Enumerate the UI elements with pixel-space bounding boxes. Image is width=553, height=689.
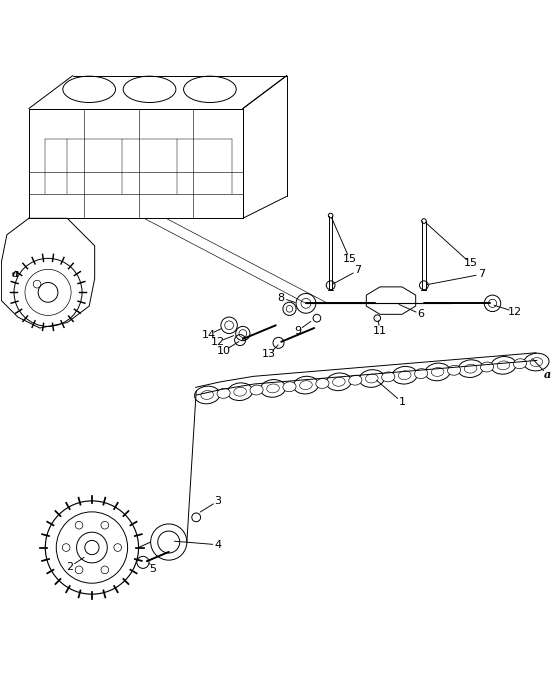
Ellipse shape xyxy=(326,373,352,391)
Text: 3: 3 xyxy=(215,496,222,506)
Text: a: a xyxy=(12,267,19,278)
Ellipse shape xyxy=(366,374,378,383)
Ellipse shape xyxy=(465,364,477,373)
Text: 1: 1 xyxy=(399,397,405,407)
Ellipse shape xyxy=(513,359,526,369)
Text: 15: 15 xyxy=(343,254,357,265)
Text: 5: 5 xyxy=(149,564,156,575)
Ellipse shape xyxy=(530,358,542,367)
Ellipse shape xyxy=(316,378,329,389)
Ellipse shape xyxy=(458,360,483,378)
Text: 11: 11 xyxy=(373,326,387,336)
Ellipse shape xyxy=(201,391,213,400)
Ellipse shape xyxy=(447,365,461,376)
Ellipse shape xyxy=(481,362,494,372)
Text: 14: 14 xyxy=(202,329,216,340)
Text: 7: 7 xyxy=(478,269,485,279)
Ellipse shape xyxy=(392,367,418,384)
Text: 12: 12 xyxy=(508,307,521,316)
Ellipse shape xyxy=(195,386,220,404)
Ellipse shape xyxy=(293,376,319,394)
Ellipse shape xyxy=(332,378,345,387)
Ellipse shape xyxy=(431,367,444,376)
Ellipse shape xyxy=(359,370,384,387)
Text: 13: 13 xyxy=(262,349,276,360)
Ellipse shape xyxy=(497,361,510,370)
Text: 10: 10 xyxy=(217,346,231,356)
Ellipse shape xyxy=(415,369,427,378)
Text: 4: 4 xyxy=(215,539,222,550)
Text: 9: 9 xyxy=(294,326,301,336)
Ellipse shape xyxy=(300,381,312,389)
Ellipse shape xyxy=(227,383,253,400)
Text: 15: 15 xyxy=(463,258,478,268)
Ellipse shape xyxy=(250,385,263,395)
Text: a: a xyxy=(544,369,551,380)
Ellipse shape xyxy=(524,353,549,371)
Ellipse shape xyxy=(398,371,411,380)
Ellipse shape xyxy=(267,384,279,393)
Text: 12: 12 xyxy=(211,337,225,347)
Text: 7: 7 xyxy=(354,265,362,276)
Ellipse shape xyxy=(283,382,296,392)
Text: 8: 8 xyxy=(278,293,285,303)
Ellipse shape xyxy=(260,380,285,398)
Ellipse shape xyxy=(217,389,230,398)
Ellipse shape xyxy=(491,356,516,374)
Ellipse shape xyxy=(349,376,362,385)
Ellipse shape xyxy=(425,363,450,381)
Text: 2: 2 xyxy=(66,562,74,572)
Text: 6: 6 xyxy=(418,309,425,319)
Ellipse shape xyxy=(382,372,395,382)
Ellipse shape xyxy=(234,387,247,396)
